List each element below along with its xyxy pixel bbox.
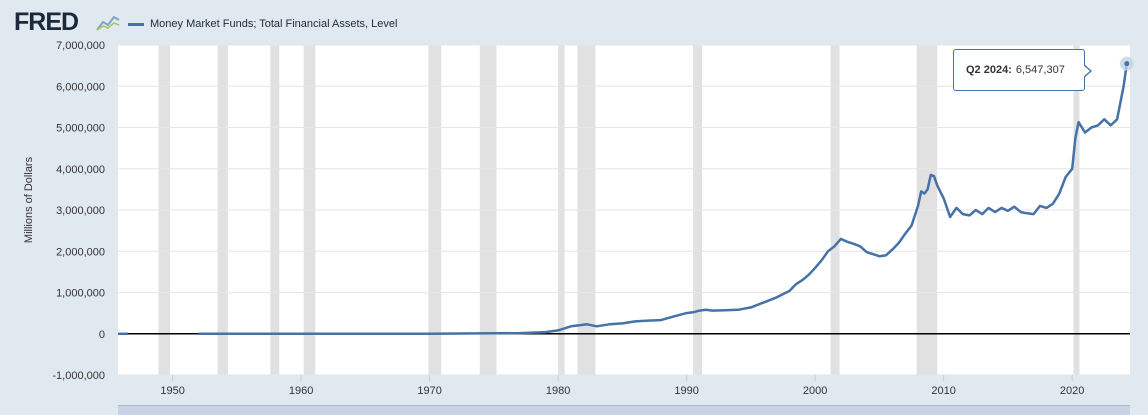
x-tick-label: 1960 (289, 385, 313, 397)
x-tick-label: 1990 (674, 385, 698, 397)
chart-header: FRED Money Market Funds; Total Financial… (0, 0, 1148, 40)
y-tick-label: 6,000,000 (56, 81, 105, 93)
y-axis-ticks: -1,000,000 0 1,000,000 2,000,000 3,000,000 4,… (52, 40, 105, 382)
line-chart-icon (96, 15, 120, 31)
highlight-point[interactable] (1124, 61, 1130, 67)
legend-swatch (128, 22, 144, 26)
x-tick-label: 2010 (931, 385, 955, 397)
fred-logo[interactable]: FRED (14, 8, 79, 36)
legend-label-series: Money Market Funds; Total Financial Asse… (150, 18, 398, 30)
x-axis-ticks: 1950 1960 1970 1980 1990 2000 2010 2020 (160, 375, 1084, 397)
y-tick-label: 5,000,000 (56, 123, 105, 135)
y-tick-label: 0 (99, 329, 105, 341)
y-tick-label: 4,000,000 (56, 164, 105, 176)
y-axis-title: Millions of Dollars (23, 156, 35, 243)
series-group (118, 56, 1134, 336)
x-tick-label: 1970 (417, 385, 441, 397)
y-tick-label: -1,000,000 (52, 370, 105, 382)
legend[interactable]: Money Market Funds; Total Financial Asse… (128, 16, 397, 32)
tooltip: Q2 2024: 6,547,307 (953, 49, 1092, 91)
x-tick-label: 1980 (546, 385, 570, 397)
y-tick-label: 2,000,000 (56, 246, 105, 258)
y-tick-label: 7,000,000 (56, 40, 105, 52)
range-navigator[interactable] (118, 405, 1130, 415)
x-tick-label: 2000 (803, 385, 827, 397)
y-tick-label: 1,000,000 (56, 288, 105, 300)
series-line (198, 63, 1129, 336)
tooltip-date: Q2 2024: (966, 64, 1012, 76)
tooltip-value: 6,547,307 (1015, 64, 1065, 76)
x-tick-label: 1950 (160, 385, 184, 397)
x-tick-label: 2020 (1060, 385, 1084, 397)
y-tick-label: 3,000,000 (56, 205, 105, 217)
